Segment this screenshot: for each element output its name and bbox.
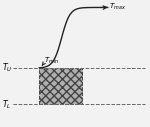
Text: T$_U$: T$_U$ [2,62,13,74]
Bar [39,68,82,105]
Text: T$_L$: T$_L$ [2,98,12,111]
Text: T$_{max}$: T$_{max}$ [109,2,126,12]
Text: T$_{min}$: T$_{min}$ [44,55,59,66]
